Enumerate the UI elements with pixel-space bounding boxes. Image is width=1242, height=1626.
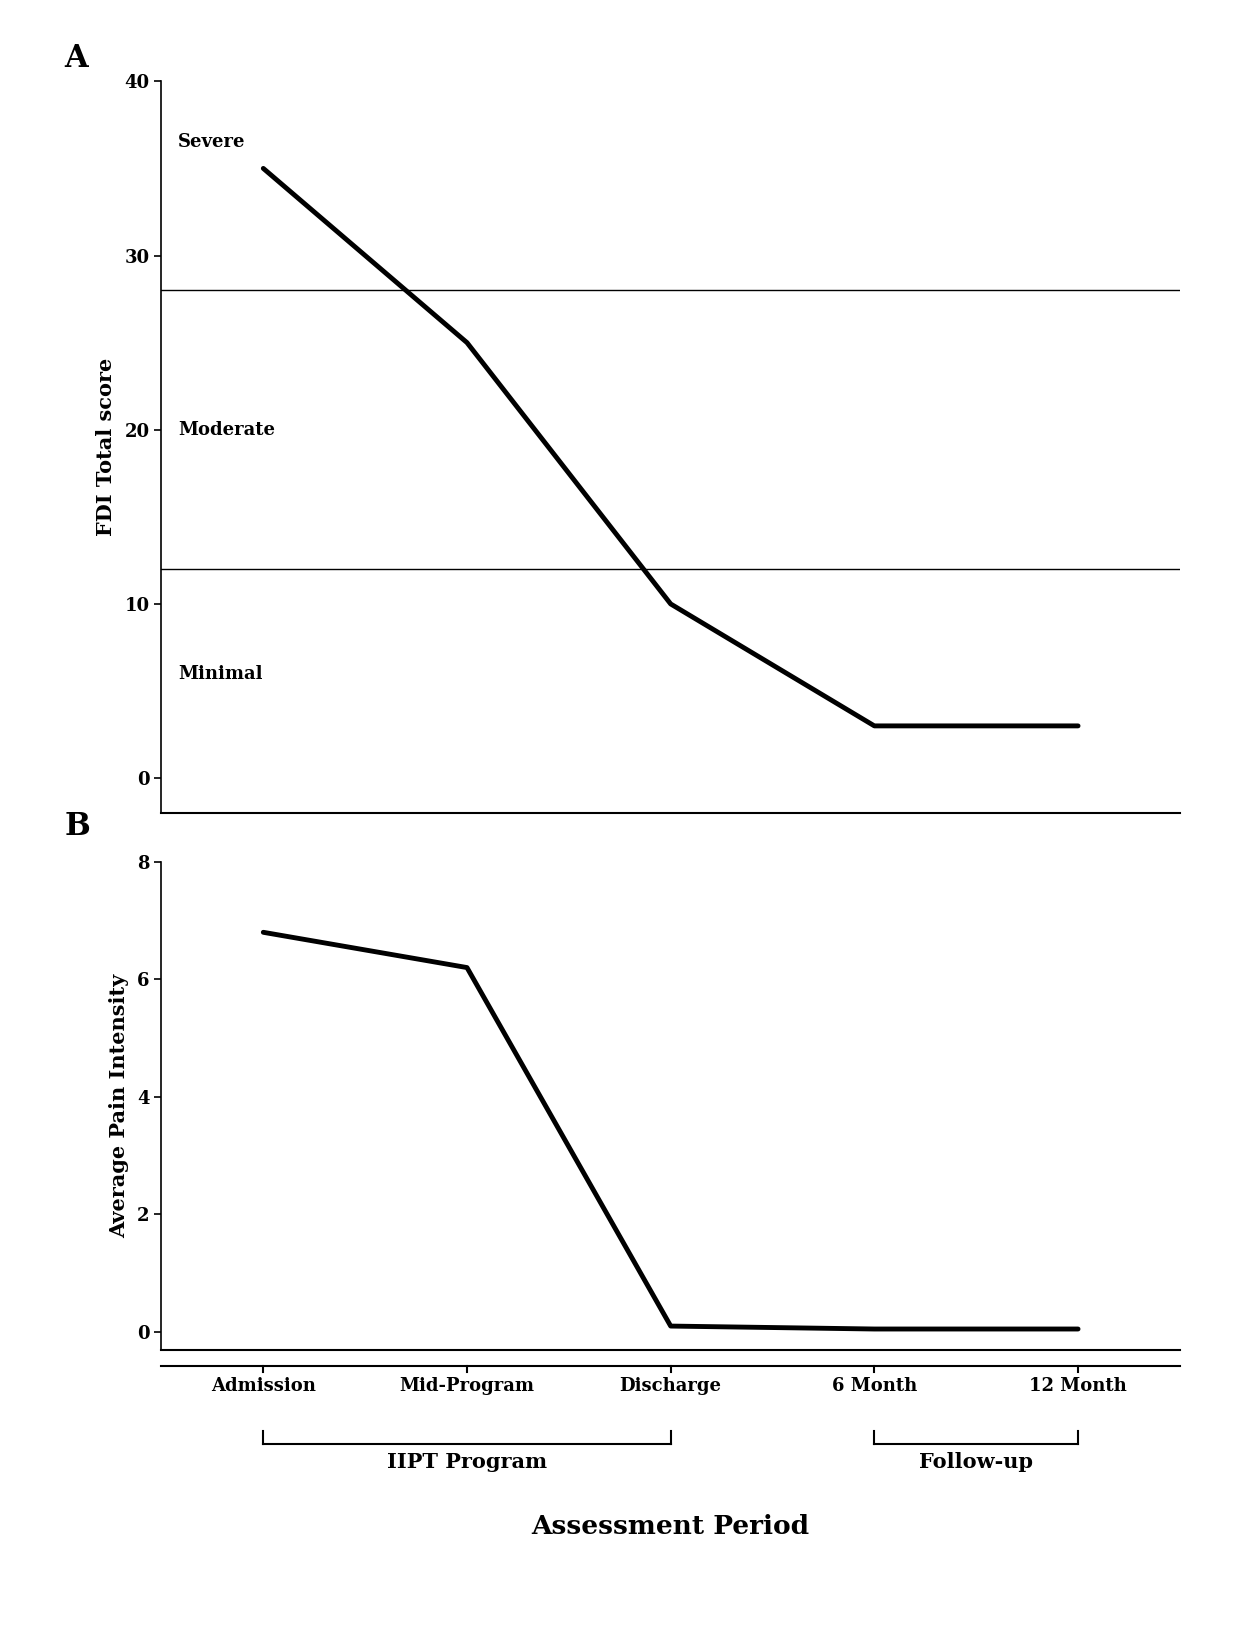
Y-axis label: Average Pain Intensity: Average Pain Intensity bbox=[109, 974, 129, 1237]
Text: Minimal: Minimal bbox=[178, 665, 262, 683]
Text: Severe: Severe bbox=[178, 133, 245, 151]
Text: 12 Month: 12 Month bbox=[1030, 1377, 1126, 1395]
Y-axis label: FDI Total score: FDI Total score bbox=[96, 358, 117, 537]
Text: IIPT Program: IIPT Program bbox=[388, 1452, 546, 1472]
Text: A: A bbox=[65, 42, 88, 75]
Text: Admission: Admission bbox=[211, 1377, 315, 1395]
Text: Follow-up: Follow-up bbox=[919, 1452, 1033, 1472]
Text: B: B bbox=[65, 811, 91, 842]
Text: Moderate: Moderate bbox=[178, 421, 274, 439]
Text: Mid-Program: Mid-Program bbox=[400, 1377, 534, 1395]
Text: Discharge: Discharge bbox=[620, 1377, 722, 1395]
Text: 6 Month: 6 Month bbox=[832, 1377, 917, 1395]
Text: Assessment Period: Assessment Period bbox=[532, 1514, 810, 1538]
